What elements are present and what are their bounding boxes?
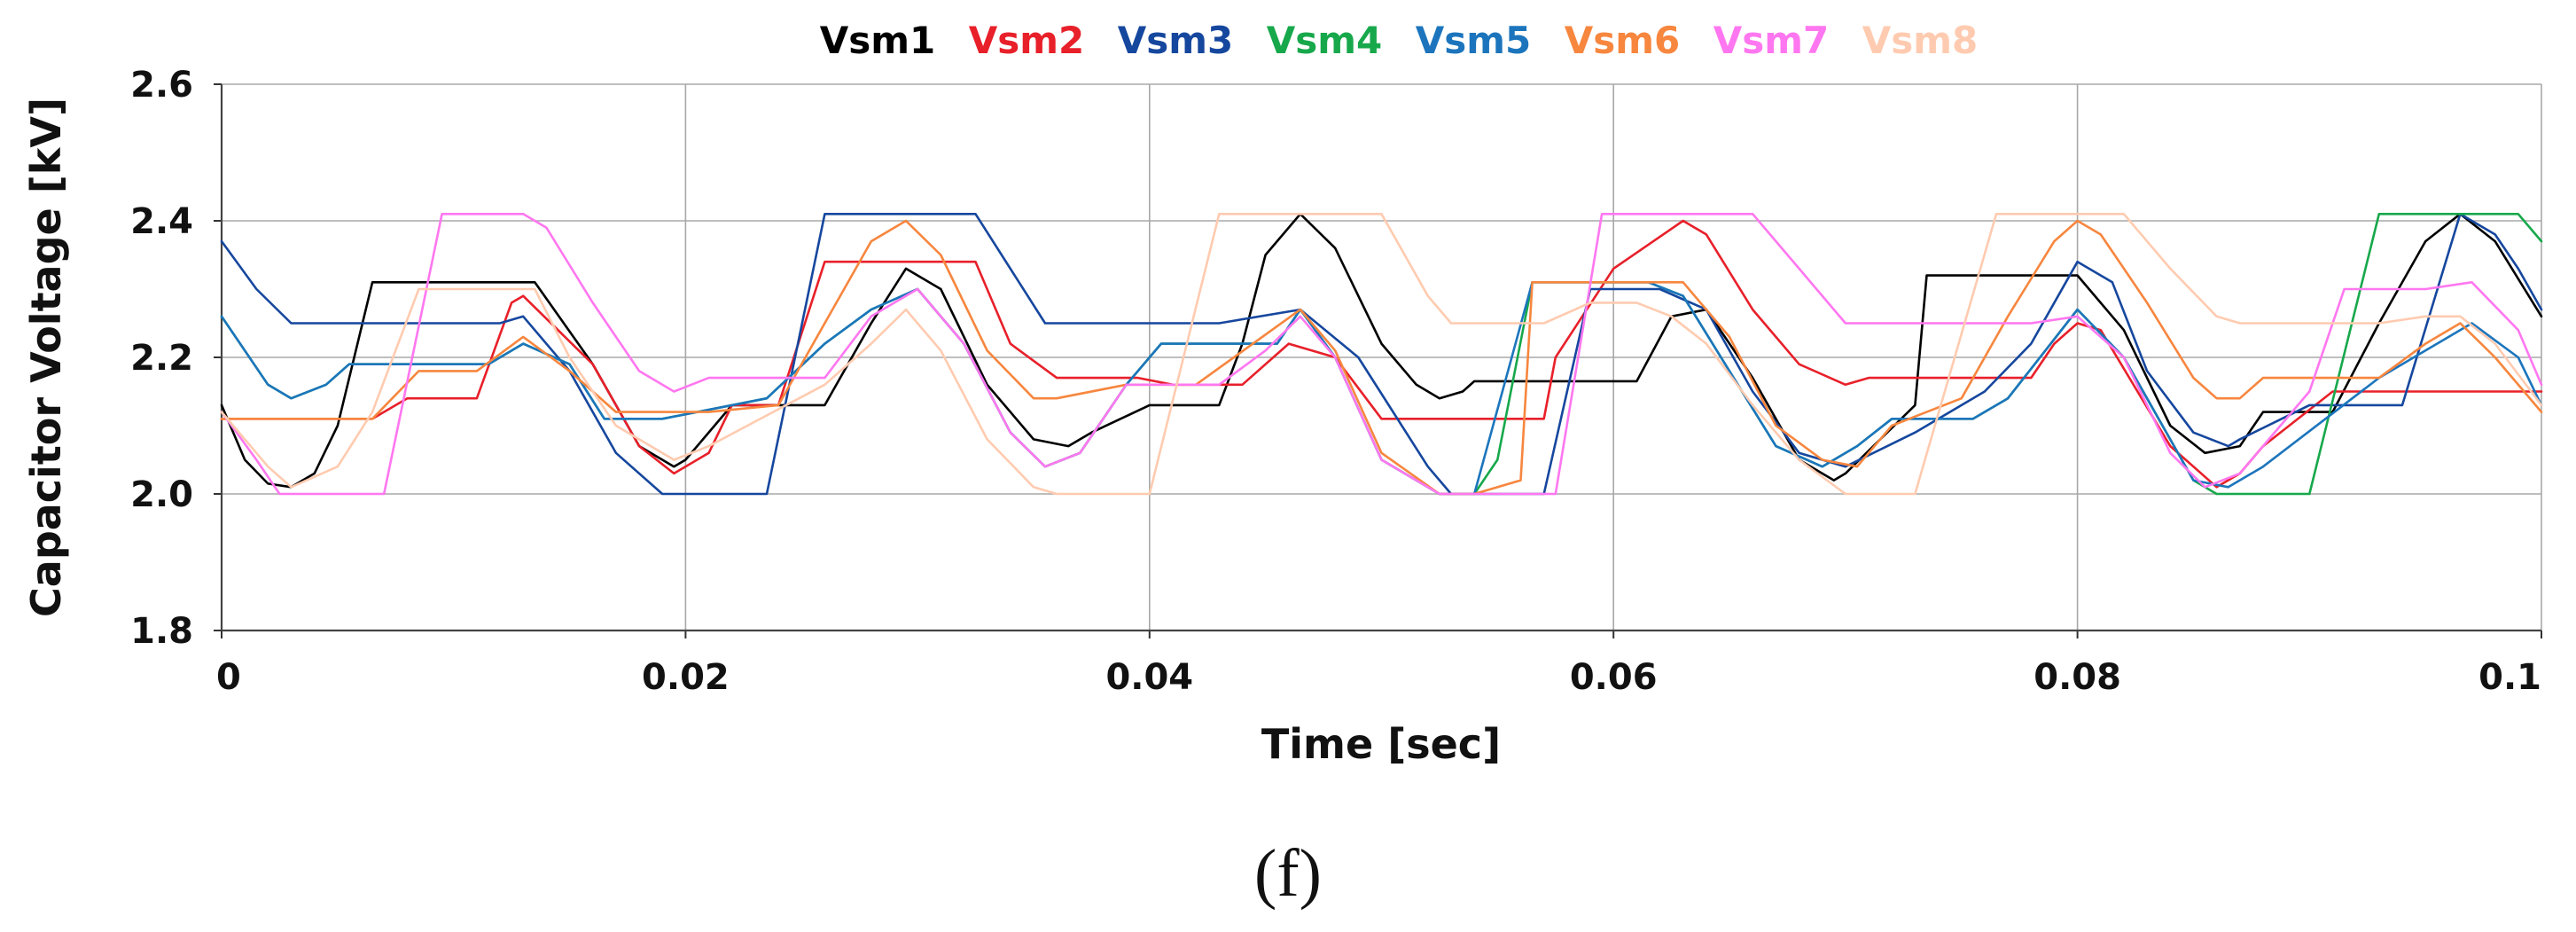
y-axis-title: Capacitor Voltage [kV] [22, 98, 70, 617]
series-line-vsm7 [220, 213, 2543, 496]
x-tick-label: 0.04 [1105, 657, 1193, 698]
x-tick-label: 0.06 [1570, 657, 1658, 698]
y-tick-label: 2.4 [130, 201, 193, 242]
legend-item-vsm8: Vsm8 [1862, 19, 1979, 62]
y-tick-label: 2.0 [130, 474, 193, 515]
series-line-vsm8 [220, 213, 2543, 496]
legend-item-vsm7: Vsm7 [1713, 19, 1830, 62]
subfigure-label: (f) [1254, 836, 1322, 911]
x-tick-label: 0.1 [2478, 657, 2541, 698]
legend-item-vsm4: Vsm4 [1267, 19, 1383, 62]
legend: Vsm1 Vsm2 Vsm3 Vsm4 Vsm5 Vsm6 Vsm7 Vsm8 [820, 19, 1979, 62]
x-axis-title: Time [sec] [1261, 720, 1501, 768]
legend-item-vsm6: Vsm6 [1565, 19, 1681, 62]
series-line-vsm1 [220, 213, 2543, 489]
legend-item-vsm5: Vsm5 [1416, 19, 1532, 62]
legend-item-vsm1: Vsm1 [820, 19, 936, 62]
y-tick-label: 2.2 [130, 338, 193, 379]
axes: 1.8 2.0 2.2 2.4 2.6 0 0.02 0.04 0.06 0.08 0.1 [130, 65, 2542, 698]
legend-item-vsm2: Vsm2 [969, 19, 1085, 62]
x-tick-label: 0.08 [2033, 657, 2121, 698]
x-tick-label: 0 [216, 657, 241, 698]
series-lines [220, 213, 2543, 496]
gridlines [221, 83, 2542, 631]
y-tick-label: 2.6 [130, 65, 193, 106]
series-line-vsm6 [220, 219, 2543, 496]
legend-item-vsm3: Vsm3 [1118, 19, 1234, 62]
x-tick-label: 0.02 [642, 657, 730, 698]
y-tick-label: 1.8 [130, 611, 193, 652]
